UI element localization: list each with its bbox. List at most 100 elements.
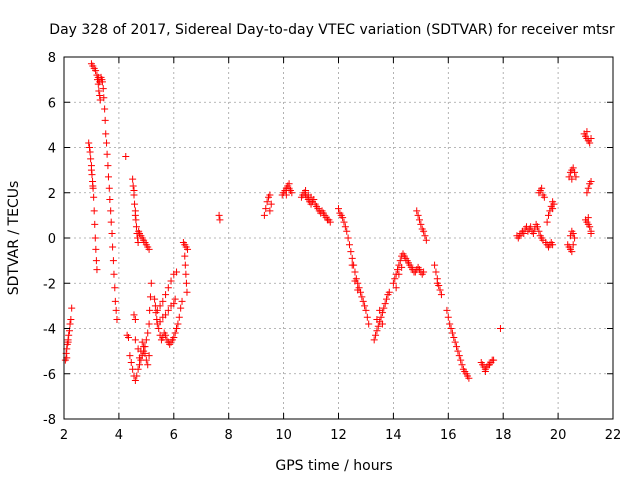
- data-point: [145, 320, 153, 328]
- data-point: [112, 306, 120, 314]
- data-point: [155, 325, 163, 332]
- x-tick-label: 12: [330, 428, 347, 443]
- data-point: [307, 193, 315, 201]
- data-point: [490, 356, 498, 364]
- data-point: [380, 304, 388, 312]
- data-point: [170, 300, 178, 308]
- data-point: [173, 325, 181, 332]
- data-point: [302, 186, 310, 194]
- data-point: [389, 279, 397, 287]
- data-point: [86, 144, 94, 151]
- data-point: [102, 130, 110, 138]
- data-point: [370, 336, 378, 344]
- data-point: [535, 227, 543, 235]
- data-point: [584, 214, 592, 222]
- data-point: [335, 205, 342, 213]
- data-point: [103, 150, 111, 158]
- data-point: [538, 184, 546, 192]
- data-point: [167, 277, 175, 285]
- data-point: [107, 207, 115, 215]
- x-tick-label: 10: [275, 428, 292, 443]
- data-point: [363, 313, 371, 321]
- data-point: [394, 266, 402, 274]
- data-point: [372, 331, 380, 339]
- data-point: [374, 322, 382, 330]
- data-point: [101, 116, 109, 124]
- y-tick-label: -2: [43, 277, 56, 292]
- data-point: [587, 229, 595, 237]
- data-point: [282, 191, 290, 199]
- data-point: [362, 306, 370, 314]
- data-point: [94, 73, 102, 81]
- data-point: [351, 277, 359, 285]
- data-point: [345, 241, 353, 249]
- series-arc-j: [278, 180, 296, 199]
- data-point: [447, 325, 455, 332]
- series-arc-v: [542, 239, 557, 251]
- series-arc-t: [513, 220, 547, 244]
- data-point: [215, 211, 223, 219]
- data-point: [173, 268, 181, 276]
- data-point: [130, 311, 138, 319]
- data-point: [145, 245, 153, 253]
- x-tick-label: 18: [495, 428, 512, 443]
- data-point: [481, 367, 489, 375]
- series-arc-q: [443, 306, 473, 382]
- data-point: [68, 304, 76, 312]
- data-point: [85, 139, 93, 147]
- data-point: [99, 85, 107, 93]
- data-point: [377, 313, 385, 321]
- data-point: [113, 315, 121, 323]
- data-point: [451, 338, 459, 346]
- data-point: [109, 257, 117, 265]
- data-point: [111, 297, 119, 305]
- data-point: [65, 331, 73, 339]
- data-point: [326, 218, 334, 226]
- data-point: [131, 315, 139, 323]
- data-point: [105, 184, 113, 192]
- data-point: [572, 173, 580, 181]
- series-arc-k: [297, 186, 334, 226]
- data-point: [88, 171, 96, 179]
- series-arc-l: [335, 205, 373, 328]
- data-point: [125, 334, 133, 342]
- x-tick-label: 20: [550, 428, 567, 443]
- data-point: [66, 320, 74, 328]
- data-point: [339, 214, 347, 222]
- x-tick-label: 14: [385, 428, 402, 443]
- data-point: [260, 211, 268, 219]
- series-arc-n: [389, 250, 428, 292]
- data-point: [549, 241, 557, 249]
- data-point: [391, 275, 399, 283]
- x-tick-label: 8: [225, 428, 233, 443]
- data-point: [378, 320, 386, 328]
- data-point: [151, 295, 159, 303]
- data-point: [93, 266, 101, 274]
- data-point: [586, 223, 594, 231]
- data-point: [568, 227, 576, 235]
- data-point: [534, 223, 542, 231]
- data-point: [529, 229, 537, 237]
- data-point: [140, 343, 148, 351]
- data-point: [285, 180, 293, 188]
- data-point: [432, 268, 440, 276]
- data-point: [455, 352, 463, 360]
- data-point: [106, 196, 114, 204]
- y-tick-label: -4: [43, 323, 56, 338]
- data-point: [96, 78, 104, 86]
- data-point: [159, 297, 167, 305]
- data-point: [135, 354, 143, 362]
- data-point: [450, 334, 458, 342]
- data-point: [443, 306, 451, 314]
- data-point: [132, 223, 140, 231]
- series-arc-u: [535, 184, 548, 201]
- data-point: [266, 191, 274, 199]
- data-point: [153, 306, 161, 314]
- data-point: [131, 200, 139, 208]
- data-point: [95, 87, 103, 95]
- data-point: [177, 304, 185, 312]
- data-point: [396, 257, 404, 265]
- data-point: [101, 105, 109, 113]
- data-point: [92, 67, 100, 75]
